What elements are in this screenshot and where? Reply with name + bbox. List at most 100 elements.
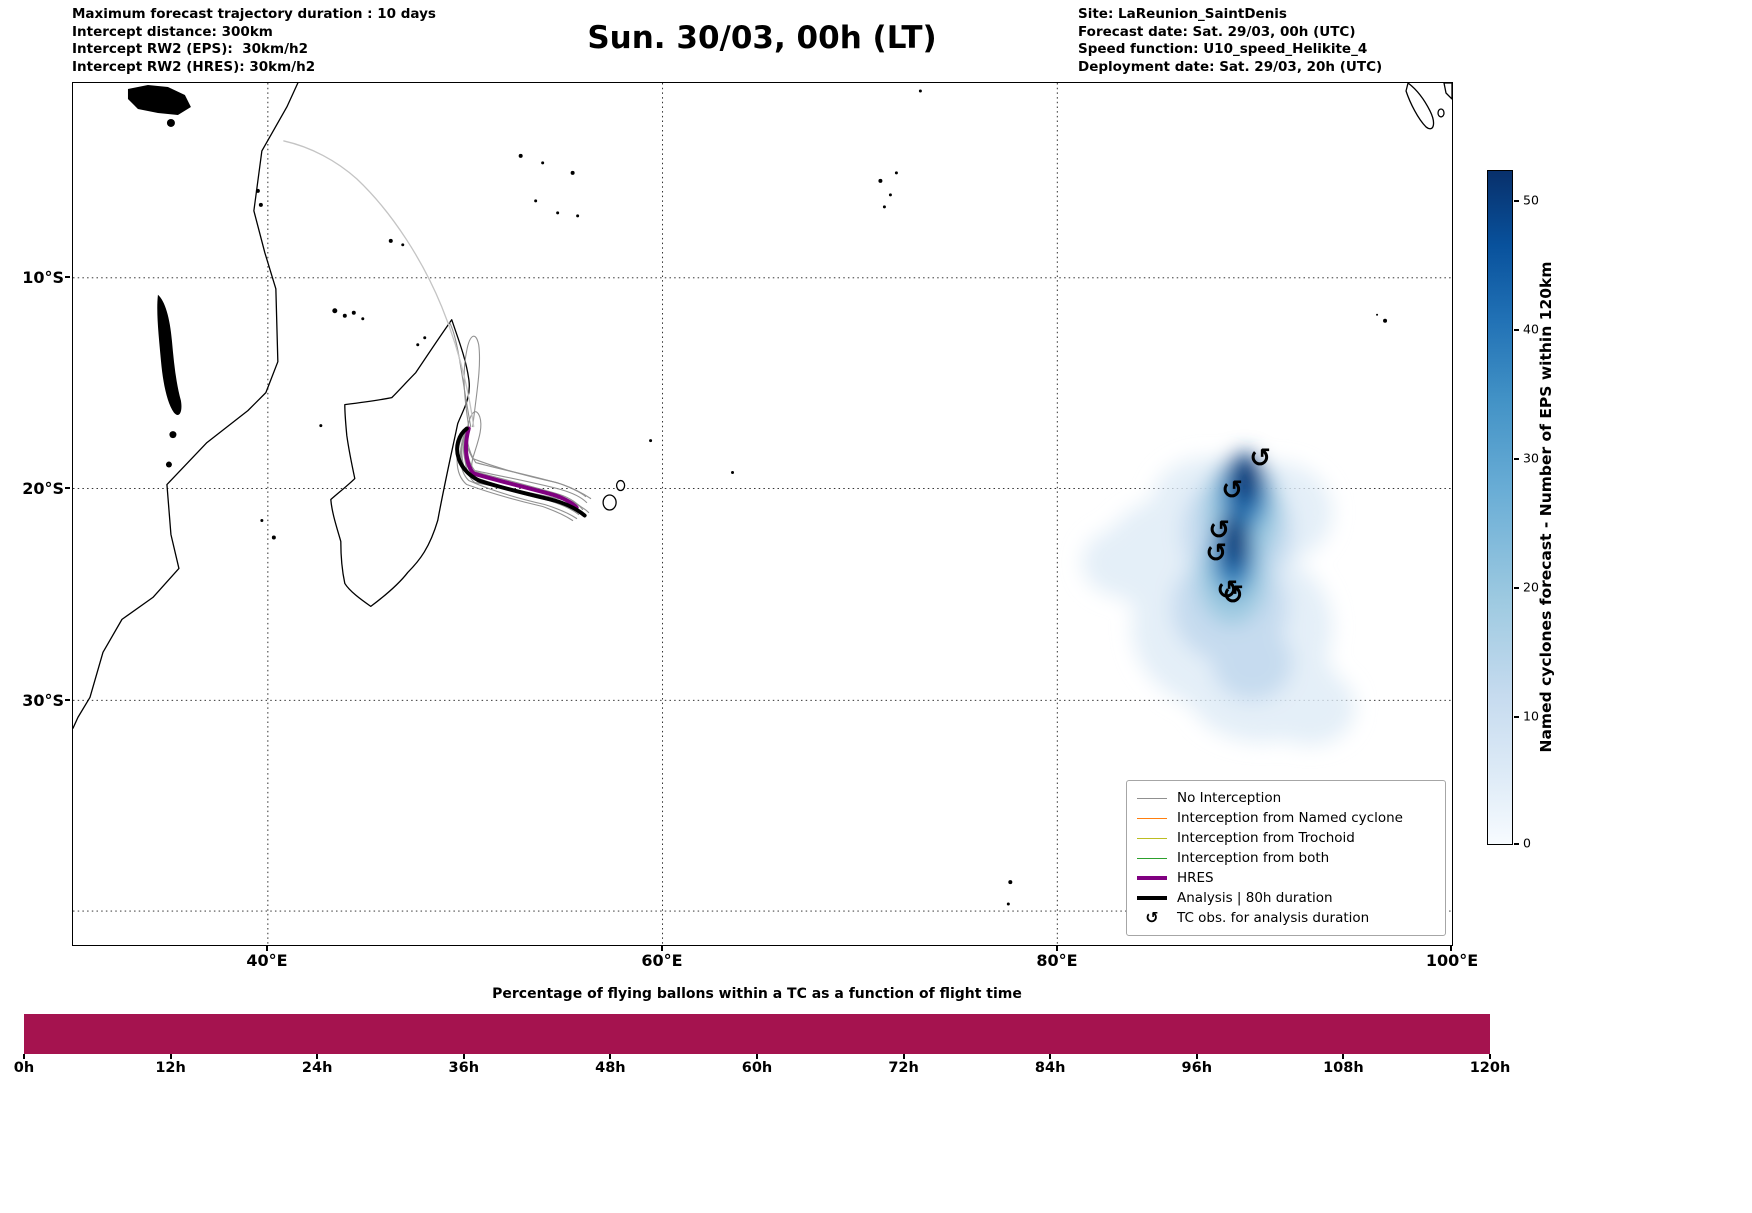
time-tick-label: 12h (155, 1060, 186, 1076)
flight-bar-title: Percentage of flying ballons within a TC… (492, 986, 1022, 1002)
y-axis-tick (65, 699, 70, 701)
time-axis-tick (462, 1054, 465, 1059)
lon-tick-label: 40°E (246, 951, 288, 970)
legend-label: Interception from Trochoid (1177, 830, 1355, 846)
colorbar-tick (1514, 587, 1519, 589)
colorbar-tick-label: 30 (1523, 450, 1539, 466)
legend-label: TC obs. for analysis duration (1177, 910, 1370, 926)
x-axis-tick (661, 946, 663, 951)
time-axis-tick (1342, 1054, 1345, 1059)
legend-swatch (1136, 896, 1168, 900)
tc-obs-icon: ↺ (1205, 538, 1227, 568)
colorbar-tick-label: 20 (1523, 579, 1539, 595)
x-axis-tick (1056, 946, 1058, 951)
lat-tick-label: 10°S (22, 268, 64, 287)
time-tick-label: 36h (448, 1060, 480, 1076)
legend-item-both: Interception from both (1136, 848, 1436, 868)
density-blob (1082, 452, 1356, 746)
trajectory-analysis (455, 426, 587, 518)
map-panel: ↺ ↺ ↺ ↺ ↺ ↺ No Interception Interception… (72, 82, 1453, 946)
colorbar-tick (1514, 716, 1519, 718)
lat-tick-label: 20°S (22, 479, 64, 498)
lon-tick-label: 60°E (641, 951, 683, 970)
legend-swatch (1136, 857, 1168, 859)
header-left-line: Maximum forecast trajectory duration : 1… (72, 6, 436, 22)
legend-swatch (1136, 876, 1168, 880)
time-axis-tick (609, 1054, 612, 1059)
time-tick-label: 48h (595, 1060, 626, 1076)
legend-label: Interception from Named cyclone (1177, 810, 1403, 826)
x-axis-tick (1450, 946, 1452, 951)
legend-item-tc-obs: ↺ TC obs. for analysis duration (1136, 908, 1436, 928)
trajectory-hres (463, 426, 579, 510)
colorbar-tick-label: 0 (1523, 835, 1531, 851)
legend-label: No Interception (1177, 790, 1282, 806)
time-tick-label: 96h (1181, 1060, 1213, 1076)
time-tick-label: 24h (301, 1060, 333, 1076)
header-left-line: Intercept RW2 (HRES): 30km/h2 (72, 58, 316, 75)
colorbar-tick (1514, 458, 1519, 460)
x-axis-tick (266, 946, 268, 951)
colorbar-tick-label: 40 (1523, 321, 1539, 337)
time-tick-label: 72h (888, 1060, 919, 1076)
legend-item-hres: HRES (1136, 868, 1436, 888)
time-axis-tick (1049, 1054, 1052, 1059)
tc-obs-markers: ↺ ↺ ↺ ↺ ↺ ↺ (1205, 444, 1271, 611)
time-axis-tick (1195, 1054, 1198, 1059)
colorbar-tick (1514, 200, 1519, 202)
legend-label: Analysis | 80h duration (1177, 890, 1333, 906)
flight-bar (24, 1014, 1490, 1054)
colorbar-tick-label: 10 (1523, 708, 1539, 724)
tc-obs-icon: ↺ (1221, 476, 1243, 506)
reunion-mauritius-islands (602, 479, 626, 511)
time-axis-tick (902, 1054, 905, 1059)
time-tick-label: 60h (741, 1060, 773, 1076)
legend-swatch (1136, 837, 1168, 839)
legend-item-analysis: Analysis | 80h duration (1136, 888, 1436, 908)
colorbar (1487, 170, 1513, 845)
gridlines (73, 83, 1452, 945)
y-axis-tick (65, 487, 70, 489)
colorbar-tick (1514, 329, 1519, 331)
header-right-line: Speed function: U10_speed_Helikite_4 (1078, 41, 1368, 57)
legend-swatch (1136, 817, 1168, 819)
legend: No Interception Interception from Named … (1126, 780, 1446, 936)
tc-obs-icon: ↺ (1145, 908, 1159, 927)
figure-title: Sun. 30/03, 00h (LT) (587, 20, 937, 56)
y-axis-tick (65, 276, 70, 278)
time-axis-tick (756, 1054, 758, 1059)
lat-tick-label: 30°S (22, 691, 64, 710)
lon-tick-label: 80°E (1036, 951, 1078, 970)
tc-obs-icon: ↺ (1216, 575, 1238, 605)
header-right-line: Deployment date: Sat. 29/03, 20h (UTC) (1078, 58, 1383, 75)
trajectory-stray-member (283, 140, 475, 428)
legend-item-trochoid: Interception from Trochoid (1136, 828, 1436, 848)
header-right-block: Site: LaReunion_SaintDenis Forecast date… (1078, 6, 1382, 76)
colorbar-tick (1514, 843, 1519, 845)
lon-tick-label: 100°E (1425, 951, 1479, 970)
tc-obs-icon: ↺ (1222, 580, 1244, 610)
time-axis-tick (169, 1054, 172, 1059)
time-axis-tick (316, 1054, 319, 1059)
lakes-and-islands (127, 84, 1388, 906)
header-left-block: Maximum forecast trajectory duration : 1… (72, 6, 436, 76)
header-right-line: Forecast date: Sat. 29/03, 00h (UTC) (1078, 23, 1356, 40)
tc-obs-icon: ↺ (1208, 515, 1230, 545)
time-tick-label: 108h (1323, 1060, 1364, 1076)
legend-swatch (1136, 797, 1168, 799)
legend-item-no-interception: No Interception (1136, 788, 1436, 808)
colorbar-tick-label: 50 (1523, 192, 1539, 208)
legend-item-named-cyclone: Interception from Named cyclone (1136, 808, 1436, 828)
time-axis-tick (23, 1054, 25, 1059)
time-axis-tick (1489, 1054, 1491, 1059)
time-tick-label: 84h (1034, 1060, 1066, 1076)
coastlines (73, 83, 1452, 729)
colorbar-label: Named cyclones forecast - Number of EPS … (1537, 261, 1555, 753)
header-left-line: Intercept RW2 (EPS): 30km/h2 (72, 41, 308, 57)
legend-label: HRES (1177, 870, 1214, 886)
header-left-line: Intercept distance: 300km (72, 23, 273, 40)
map-graphics: ↺ ↺ ↺ ↺ ↺ ↺ (73, 83, 1452, 945)
time-tick-label: 120h (1469, 1060, 1511, 1076)
tc-obs-icon: ↺ (1249, 444, 1271, 474)
